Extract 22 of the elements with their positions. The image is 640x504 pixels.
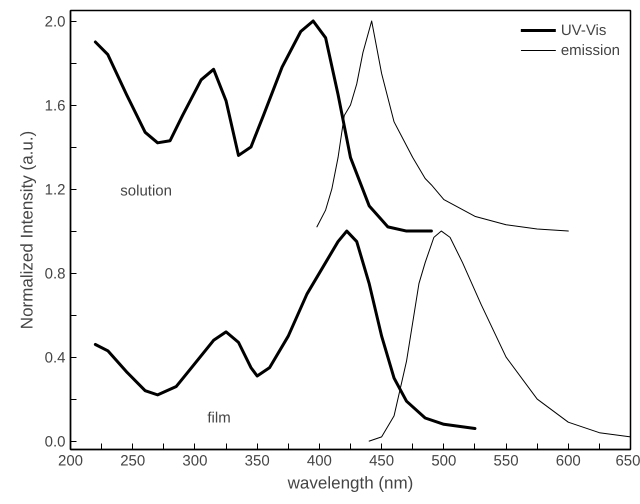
annotation: film (207, 409, 231, 426)
y-axis-title: Normalized Intensity (a.u.) (18, 130, 37, 330)
x-tick-label: 300 (182, 452, 208, 470)
x-tick-label: 500 (431, 452, 456, 470)
y-tick-label: 0.4 (44, 350, 66, 367)
x-axis-title: wavelength (nm) (286, 474, 414, 492)
y-tick-label: 0.8 (44, 266, 66, 283)
legend-label: UV-Vis (560, 22, 606, 38)
x-tick-label: 350 (244, 452, 270, 470)
x-tick-label: 650 (615, 452, 640, 470)
y-tick-label: 1.2 (44, 182, 66, 199)
y-tick-label: 1.6 (44, 98, 66, 115)
x-tick-label: 450 (369, 452, 394, 470)
y-tick-label: 0.0 (44, 434, 66, 451)
x-tick-label: 200 (58, 452, 84, 470)
x-tick-label: 400 (306, 452, 332, 470)
y-tick-label: 2.0 (44, 14, 66, 30)
x-tick-label: 550 (494, 452, 519, 470)
annotation: solution (120, 182, 172, 200)
x-tick-label: 250 (120, 452, 146, 470)
legend-label: emission (560, 42, 620, 58)
x-tick-label: 600 (556, 452, 581, 470)
